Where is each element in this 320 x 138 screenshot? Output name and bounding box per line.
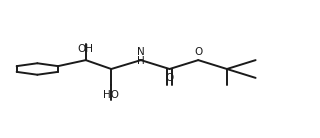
Text: HO: HO <box>103 90 119 100</box>
Text: O: O <box>165 73 174 83</box>
Text: OH: OH <box>78 44 94 54</box>
Text: O: O <box>194 47 202 57</box>
Text: H: H <box>137 56 145 66</box>
Text: N: N <box>137 47 145 57</box>
